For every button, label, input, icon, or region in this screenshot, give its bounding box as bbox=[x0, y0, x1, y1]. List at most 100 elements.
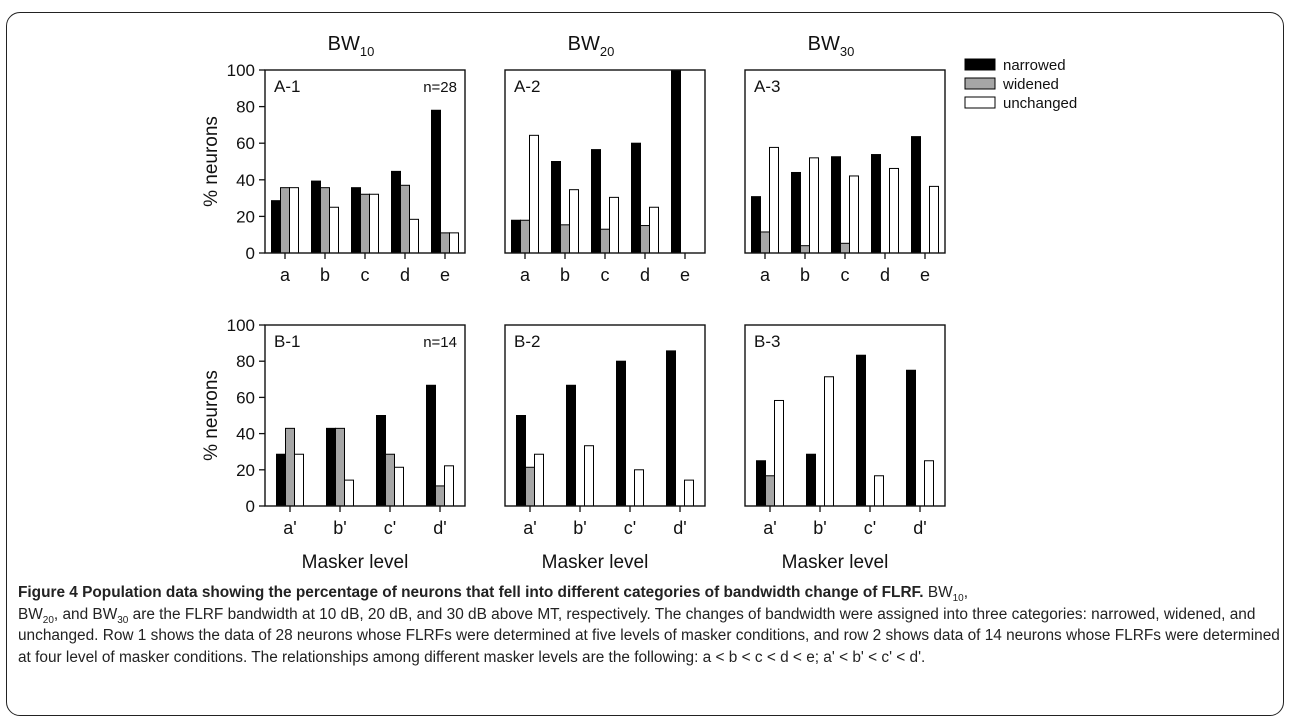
panel-B-2: a' b' c' d' B-2 Masker level bbox=[504, 324, 706, 573]
bar-widened bbox=[800, 245, 810, 254]
bar-narrowed bbox=[666, 350, 676, 507]
column-header-sub: 20 bbox=[600, 44, 614, 59]
bar-narrowed bbox=[516, 415, 526, 507]
x-tick-label: a bbox=[280, 265, 291, 285]
y-tick-label: 100 bbox=[227, 316, 255, 335]
x-tick-label: b' bbox=[813, 518, 826, 538]
plot-frame bbox=[744, 69, 946, 254]
bar-widened bbox=[560, 224, 570, 254]
bar-widened bbox=[285, 427, 295, 507]
column-header-main: BW bbox=[808, 33, 840, 55]
bar-unchanged bbox=[769, 146, 779, 254]
bar-unchanged bbox=[444, 465, 454, 507]
x-tick-label: b bbox=[320, 265, 330, 285]
legend-label-narrowed: narrowed bbox=[1003, 57, 1066, 74]
bar-unchanged bbox=[809, 157, 819, 254]
bar-widened bbox=[765, 475, 775, 507]
caption-lead: Figure 4 Population data showing the per… bbox=[18, 584, 924, 601]
bar-narrowed bbox=[311, 180, 321, 254]
bar-unchanged bbox=[929, 185, 939, 254]
bar-narrowed bbox=[856, 354, 866, 507]
bar-unchanged bbox=[924, 460, 934, 507]
bar-unchanged bbox=[649, 206, 659, 254]
bar-narrowed bbox=[566, 384, 576, 507]
bar-widened bbox=[760, 231, 770, 254]
bar-unchanged bbox=[569, 189, 579, 254]
bar-narrowed bbox=[271, 200, 281, 254]
bar-unchanged bbox=[684, 479, 694, 507]
x-axis-label: Masker level bbox=[302, 552, 409, 573]
y-tick-label: 80 bbox=[236, 352, 255, 371]
panel-n-label: n=14 bbox=[423, 334, 457, 351]
bar-unchanged bbox=[394, 466, 404, 507]
bar-unchanged bbox=[774, 399, 784, 507]
x-tick-label: e bbox=[440, 265, 450, 285]
bar-unchanged bbox=[289, 187, 299, 254]
y-axis-label: % neurons bbox=[201, 370, 222, 461]
caption-text-3: BW bbox=[18, 605, 43, 623]
bar-unchanged bbox=[534, 453, 544, 507]
y-tick-label: 0 bbox=[246, 244, 255, 263]
caption-text-4: , and BW bbox=[53, 605, 118, 623]
figure-frame bbox=[6, 12, 1284, 716]
bar-narrowed bbox=[276, 453, 286, 507]
y-tick-label: 20 bbox=[236, 207, 255, 226]
panel-label: A-3 bbox=[754, 77, 780, 96]
bar-unchanged bbox=[294, 453, 304, 507]
bar-narrowed bbox=[351, 187, 361, 254]
bar-unchanged bbox=[329, 206, 339, 254]
y-tick-label: 60 bbox=[236, 388, 255, 407]
y-tick-label: 20 bbox=[236, 461, 255, 480]
x-tick-label: a' bbox=[523, 518, 536, 538]
column-header: BW30 bbox=[808, 33, 855, 59]
bar-unchanged bbox=[609, 196, 619, 254]
column-header-sub: 30 bbox=[840, 44, 854, 59]
x-tick-label: c bbox=[841, 265, 850, 285]
bar-widened bbox=[360, 193, 370, 254]
bar-widened bbox=[600, 228, 610, 254]
panel-A-1: 0 20 40 60 80 100 % neurons a b c d e A-1 n=28 bbox=[201, 61, 466, 285]
panel-label: B-3 bbox=[754, 332, 780, 351]
panel-label: B-1 bbox=[274, 332, 300, 351]
bar-narrowed bbox=[551, 161, 561, 254]
x-axis-label: Masker level bbox=[542, 552, 649, 573]
bar-unchanged bbox=[449, 232, 459, 254]
bar-unchanged bbox=[369, 193, 379, 254]
bar-narrowed bbox=[756, 460, 766, 507]
x-tick-label: b bbox=[800, 265, 810, 285]
x-tick-label: c bbox=[601, 265, 610, 285]
y-tick-label: 40 bbox=[236, 425, 255, 444]
y-tick-label: 60 bbox=[236, 134, 255, 153]
y-tick-label: 80 bbox=[236, 98, 255, 117]
bar-narrowed bbox=[631, 142, 641, 254]
column-header-sub: 10 bbox=[360, 44, 374, 59]
caption-text-1: BW bbox=[927, 584, 953, 601]
caption-text-2: , bbox=[963, 584, 969, 601]
bar-narrowed bbox=[616, 360, 626, 507]
bar-narrowed bbox=[376, 415, 386, 507]
bar-widened bbox=[400, 184, 410, 254]
column-header-main: BW bbox=[328, 33, 360, 55]
bar-narrowed bbox=[911, 136, 921, 254]
x-tick-label: a bbox=[520, 265, 531, 285]
plot-frame bbox=[504, 324, 706, 507]
bar-widened bbox=[335, 427, 345, 507]
y-tick-label: 0 bbox=[246, 497, 255, 516]
bar-narrowed bbox=[326, 427, 336, 507]
caption-sub-20: 20 bbox=[42, 614, 54, 626]
panel-A-3: a b c d e A-3 bbox=[744, 69, 946, 285]
bar-widened bbox=[440, 232, 450, 254]
bar-narrowed bbox=[871, 154, 881, 254]
legend-swatch-narrowed bbox=[964, 58, 996, 71]
bar-narrowed bbox=[831, 156, 841, 254]
column-header: BW20 bbox=[568, 33, 615, 59]
bar-unchanged bbox=[634, 469, 644, 507]
bar-narrowed bbox=[391, 170, 401, 254]
bar-narrowed bbox=[806, 453, 816, 507]
x-tick-label: d' bbox=[673, 518, 686, 538]
x-tick-label: b' bbox=[333, 518, 346, 538]
bar-widened bbox=[280, 187, 290, 254]
bar-widened bbox=[840, 242, 850, 254]
x-axis-label: Masker level bbox=[782, 552, 889, 573]
x-tick-label: a bbox=[760, 265, 771, 285]
